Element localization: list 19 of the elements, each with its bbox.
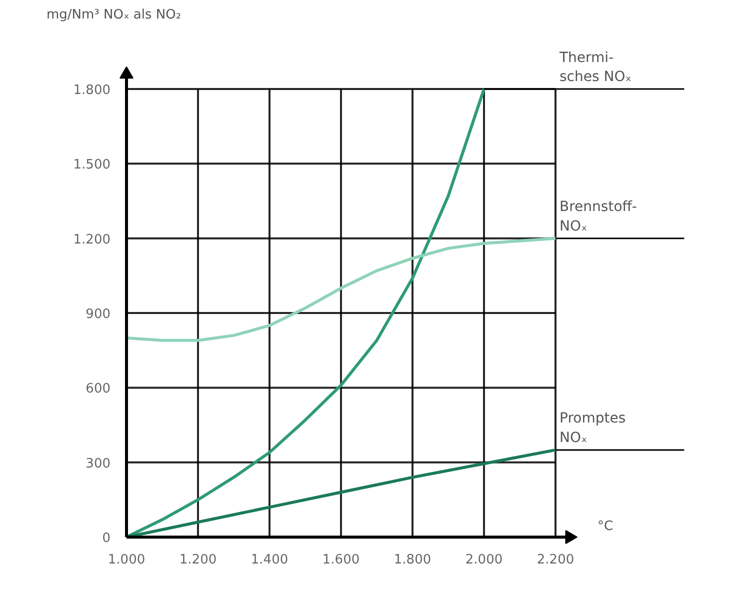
y-tick-label: 900: [86, 307, 111, 322]
y-tick-label: 1.800: [73, 82, 110, 98]
x-tick-label: 1.800: [394, 552, 432, 568]
y-tick-label: 1.200: [73, 232, 110, 248]
x-axis-title: °C: [598, 519, 614, 534]
series-label: Promptes NOₓ: [560, 410, 626, 446]
x-tick-label: 1.000: [108, 552, 146, 568]
y-tick-label: 0: [102, 531, 111, 546]
x-tick-label: 2.200: [536, 552, 574, 568]
y-axis-title: mg/Nm³ NOₓ als NO₂: [46, 8, 182, 22]
y-tick-label: 600: [86, 382, 111, 397]
y-tick-label: 1.500: [73, 158, 110, 173]
x-tick-label: 2.000: [465, 552, 503, 568]
x-tick-label: 1.400: [250, 552, 288, 568]
x-tick-label: 1.600: [322, 552, 360, 568]
series-label: Brennstoff- NOₓ: [560, 199, 637, 234]
y-tick-label: 300: [86, 456, 111, 472]
text: Thermi- sches NOₓ: [558, 50, 632, 85]
x-tick-label: 1.200: [179, 552, 217, 568]
